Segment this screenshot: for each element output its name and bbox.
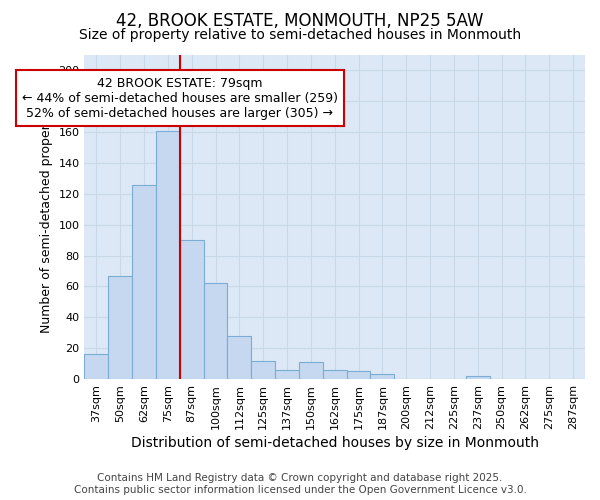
Bar [203, 284, 227, 379]
Bar [275, 370, 299, 379]
Bar [370, 374, 394, 379]
Bar [251, 360, 275, 379]
Bar [180, 240, 203, 379]
Text: Contains HM Land Registry data © Crown copyright and database right 2025.
Contai: Contains HM Land Registry data © Crown c… [74, 474, 526, 495]
Bar [466, 376, 490, 379]
Bar [227, 336, 251, 379]
Text: 42 BROOK ESTATE: 79sqm
← 44% of semi-detached houses are smaller (259)
52% of se: 42 BROOK ESTATE: 79sqm ← 44% of semi-det… [22, 76, 338, 120]
Y-axis label: Number of semi-detached properties: Number of semi-detached properties [40, 102, 53, 332]
Text: Size of property relative to semi-detached houses in Monmouth: Size of property relative to semi-detach… [79, 28, 521, 42]
X-axis label: Distribution of semi-detached houses by size in Monmouth: Distribution of semi-detached houses by … [131, 436, 539, 450]
Bar [156, 130, 180, 379]
Bar [299, 362, 323, 379]
Bar [347, 372, 370, 379]
Bar [108, 276, 132, 379]
Text: 42, BROOK ESTATE, MONMOUTH, NP25 5AW: 42, BROOK ESTATE, MONMOUTH, NP25 5AW [116, 12, 484, 30]
Bar [85, 354, 108, 379]
Bar [323, 370, 347, 379]
Bar [132, 184, 156, 379]
